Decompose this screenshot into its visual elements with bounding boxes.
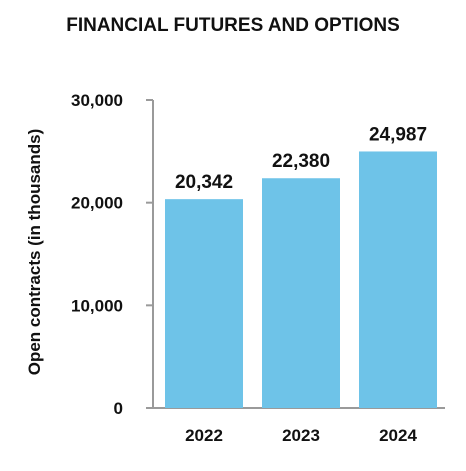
data-label-2022: 20,342 — [175, 172, 233, 193]
y-tick-label: 10,000 — [71, 296, 123, 315]
labels: 0 10,000 20,000 30,000 Open contracts (in th… — [25, 91, 427, 445]
y-tick-label: 0 — [114, 399, 123, 418]
chart-title: FINANCIAL FUTURES AND OPTIONS — [66, 15, 400, 36]
y-tick-label: 20,000 — [71, 194, 123, 213]
data-label-2024: 24,987 — [369, 124, 427, 145]
bars — [165, 151, 437, 408]
x-tick-label-2023: 2023 — [282, 426, 320, 445]
bar-2022 — [165, 199, 243, 408]
x-tick-label-2024: 2024 — [379, 426, 417, 445]
y-tick-label: 30,000 — [71, 91, 123, 110]
bar-2023 — [262, 178, 340, 408]
x-tick-label-2022: 2022 — [185, 426, 223, 445]
bar-2024 — [359, 151, 437, 408]
y-axis-label: Open contracts (in thousands) — [25, 129, 44, 376]
data-label-2023: 22,380 — [272, 151, 330, 172]
